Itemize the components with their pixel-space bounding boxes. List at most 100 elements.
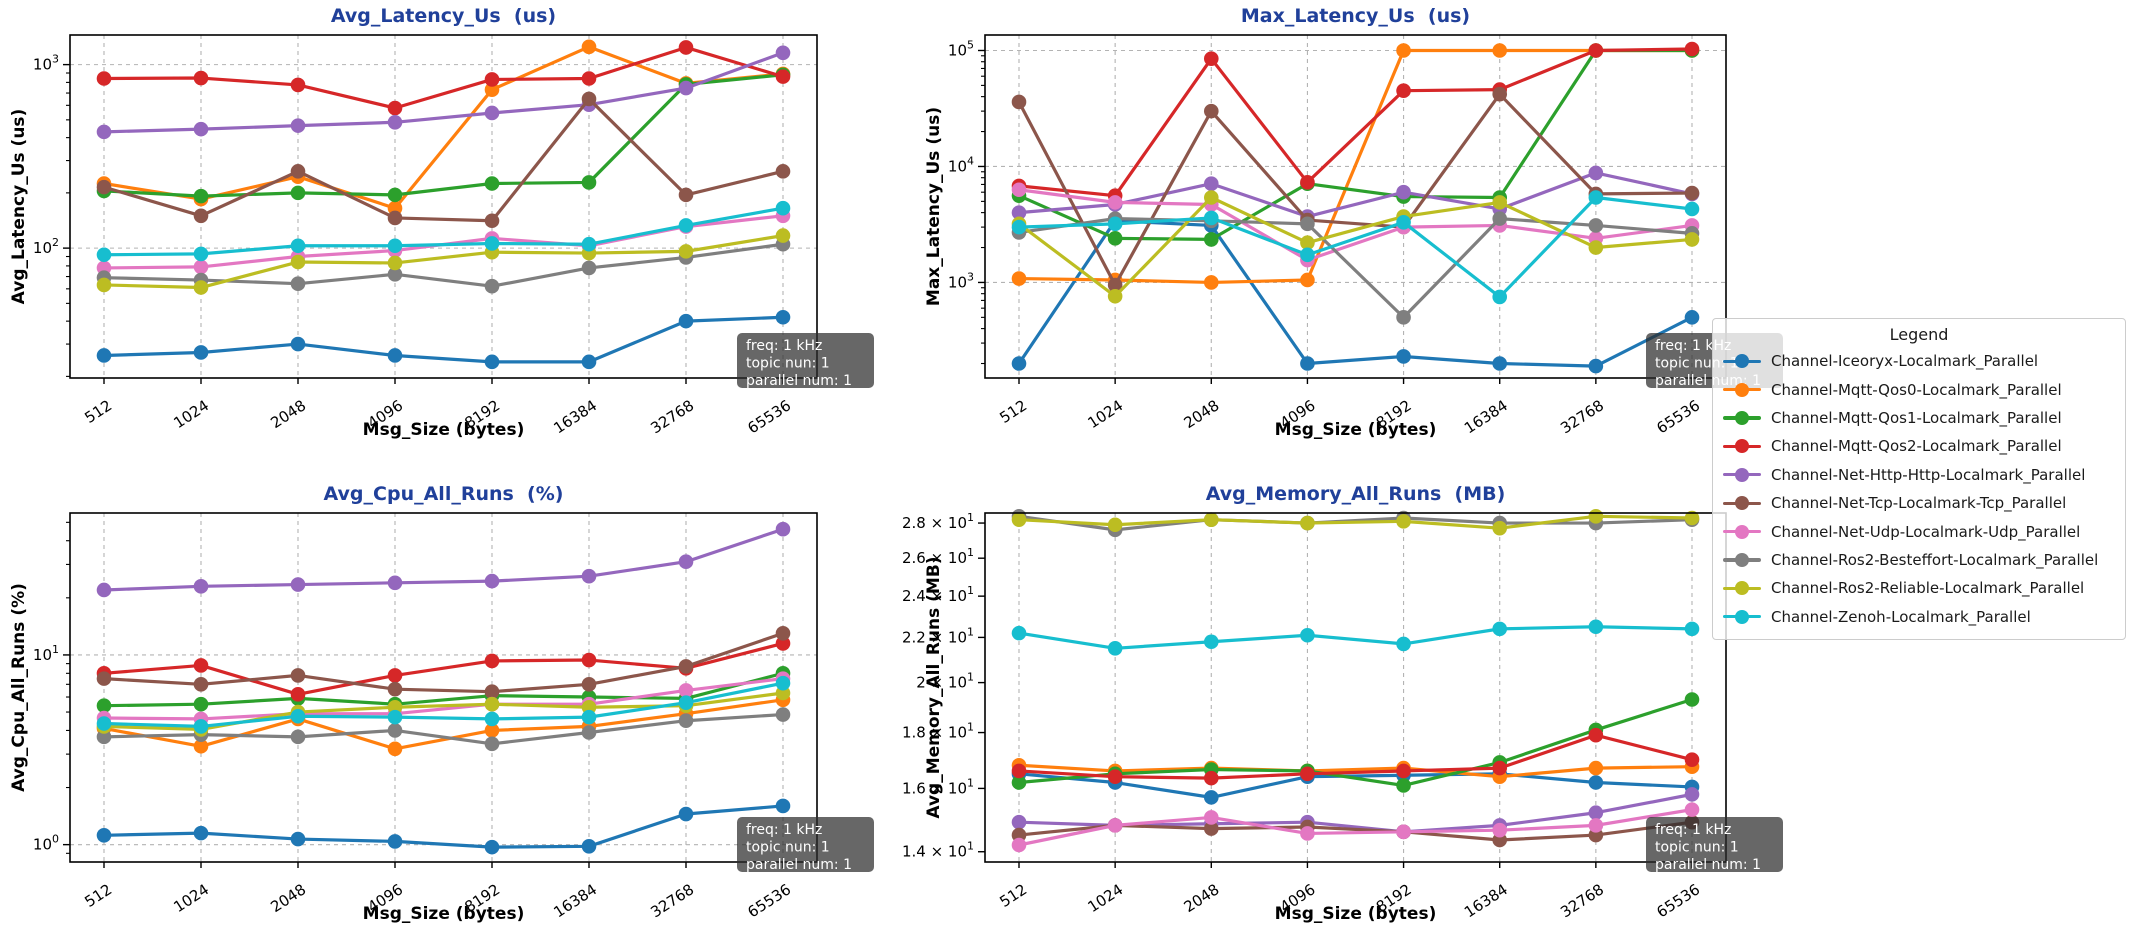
series-marker [1684,802,1700,817]
series-marker [581,260,597,276]
series-marker [581,71,597,86]
series-marker [290,254,306,270]
panel-title: Max_Latency_Us (us) [1241,5,1470,27]
series-marker [484,696,500,712]
series-marker [387,723,403,738]
series-marker [290,729,306,745]
series-marker [1300,826,1315,841]
series-9-line [96,200,791,263]
legend-item-label: Channel-Net-Tcp-Localmark-Tcp_Parallel [1771,494,2067,513]
series-marker [1588,818,1604,833]
series-marker [1203,275,1219,290]
series-marker [484,573,500,589]
series-path [1017,697,1694,788]
series-marker [1203,634,1219,650]
x-tick-label: 32768 [1557,880,1607,921]
y-axis-label: Avg_Latency_Us (us) [9,109,29,305]
series-marker [290,118,306,133]
series-marker [193,121,209,137]
series-marker [1492,520,1508,536]
series-path [1017,808,1694,847]
series-marker [1203,176,1219,192]
series-marker [1492,211,1508,226]
series-marker [775,675,791,691]
series-marker [1492,43,1508,58]
series-marker [1011,763,1027,779]
series-marker [775,798,791,814]
series-marker [678,80,694,96]
x-axis-label: Msg_Size (bytes) [1275,904,1437,924]
series-marker [484,82,500,97]
series-marker [1300,175,1315,190]
series-path [102,681,785,729]
series-marker [290,668,306,683]
annotation-line: parallel num: 1 [746,857,852,873]
series-0-line [96,309,791,370]
series-marker [484,653,500,669]
legend-line-dot-icon [1723,439,1761,454]
annotation-line: parallel num: 1 [1655,857,1761,873]
series-marker [1203,821,1219,836]
series-marker [387,741,403,757]
series-marker [96,716,112,731]
series-marker [1588,358,1604,374]
series-8-line [96,228,791,295]
panel-title: Avg_Memory_All_Runs (MB) [1206,483,1506,505]
y-tick-label: 104 [948,154,974,175]
series-marker [581,839,597,854]
series-path [1017,47,1694,198]
series-marker [1396,43,1411,58]
series-marker [1300,247,1315,263]
series-marker [96,698,112,714]
series-marker [775,228,791,243]
series-marker [290,336,306,352]
series-marker [1684,752,1700,767]
series-marker [484,723,500,738]
series-marker [1492,760,1508,776]
legend-title: Legend [1889,325,1949,344]
series-marker [1396,824,1411,840]
series-marker [484,176,500,191]
y-tick-label: 105 [948,38,974,59]
series-marker [1203,103,1219,119]
series-marker [193,345,209,360]
series-marker [1107,195,1123,210]
series-marker [1203,51,1219,66]
series-marker [1396,83,1411,99]
series-path [1017,217,1694,319]
legend-item-label: Channel-Iceoryx-Localmark_Parallel [1771,352,2039,371]
series-8-line [1011,509,1700,536]
series-7-line [96,707,791,752]
y-axis-label: Avg_Memory_All_Runs (MB) [924,556,944,818]
plot-frame [984,34,1727,379]
series-path [1017,514,1694,530]
annotation-line: freq: 1 kHz [746,338,822,354]
series-marker [678,695,694,711]
series-marker [1684,310,1700,325]
series-marker [1203,190,1219,205]
series-path [1017,195,1694,298]
series-marker [775,636,791,651]
legend-item: Channel-Net-Http-Http-Localmark_Parallel [1723,461,2115,489]
series-3-line [96,40,791,116]
series-marker [96,179,112,195]
y-tick-label: 2 × 101 [916,671,974,692]
legend-line-dot-icon [1723,609,1761,624]
annotation-line: freq: 1 kHz [1655,822,1731,838]
series-marker [581,709,597,725]
plot-frame [984,512,1727,863]
legend-item-label: Channel-Net-Udp-Localmark-Udp_Parallel [1771,522,2081,541]
series-path [102,45,785,110]
series-marker [96,277,112,293]
series-marker [290,577,306,592]
panel-title: Avg_Latency_Us (us) [331,5,556,27]
series-marker [387,187,403,203]
series-marker [678,40,694,55]
series-marker [1011,219,1027,235]
series-marker [1396,763,1411,779]
legend-item-label: Channel-Zenoh-Localmark_Parallel [1771,607,2031,626]
series-marker [387,709,403,725]
annotation-line: topic nun: 1 [1655,840,1739,856]
